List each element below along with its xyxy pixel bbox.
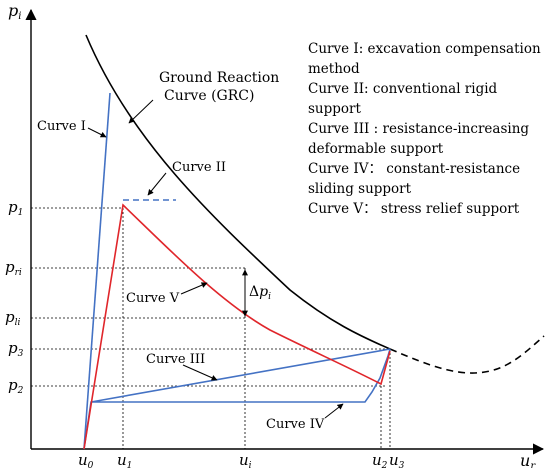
y-tick-p2: p2: [8, 376, 24, 396]
grc-pointer: [128, 99, 154, 124]
legend-line-1: Curve I: excavation compensation: [308, 41, 541, 57]
legend-line-5: Curve III : resistance-increasing: [308, 121, 529, 137]
curve-2-pointer: [147, 172, 167, 196]
legend-line-6: deformable support: [308, 141, 444, 157]
y-tick-p1: p1: [8, 198, 23, 218]
x-tick-u0: u0: [78, 451, 94, 468]
legend-line-2: method: [308, 61, 360, 77]
ground-reaction-curve-extension: [389, 335, 545, 374]
x-tick-u1: u1: [117, 451, 132, 468]
ground-reaction-curve: [85, 34, 391, 350]
vertical-guides: [122, 208, 391, 449]
legend-text: Curve I: excavation compensation method …: [308, 41, 541, 217]
y-tick-p3: p3: [8, 339, 24, 359]
curve-2-label: Curve II: [172, 160, 226, 175]
curve-3-4-line: [83, 348, 391, 450]
horizontal-guides: [31, 207, 390, 387]
curve-4-pointer: [324, 403, 344, 419]
x-axis-label: ur: [520, 451, 536, 468]
legend-line-4: support: [308, 101, 361, 117]
curve-3-pointer: [182, 364, 218, 381]
curve-1-line: [83, 92, 111, 450]
grc-label-line2: Curve (GRC): [164, 88, 254, 104]
x-tick-u3: u3: [389, 451, 405, 468]
y-axis-label: pi: [8, 1, 21, 22]
label-pointers: [87, 99, 344, 419]
y-tick-labels: p1 pri pli p3 p2: [5, 198, 24, 396]
legend-line-3: Curve II: conventional rigid: [308, 81, 498, 97]
y-tick-pri: pri: [5, 258, 22, 278]
y-tick-pli: pli: [5, 308, 20, 328]
curve-5-pointer: [180, 282, 208, 295]
grc-label-line1: Ground Reaction: [159, 70, 279, 86]
curve-1-label: Curve I: [37, 119, 86, 134]
x-tick-labels: u0 u1 ui u2 u3: [78, 451, 405, 468]
legend-line-8: sliding support: [308, 181, 412, 197]
curve-4-label: Curve IV: [266, 417, 325, 432]
curve-5-label: Curve V: [126, 291, 180, 306]
legend-line-7: Curve IV： constant-resistance: [308, 161, 520, 177]
x-tick-u2: u2: [372, 451, 388, 468]
delta-pi-label: Δpi: [249, 284, 271, 302]
curve-5-line: [83, 203, 391, 450]
curve-3-label: Curve III: [146, 352, 205, 367]
x-tick-ui: ui: [239, 451, 252, 468]
curve-1-pointer: [87, 127, 107, 138]
legend-line-9: Curve V： stress relief support: [308, 201, 520, 217]
